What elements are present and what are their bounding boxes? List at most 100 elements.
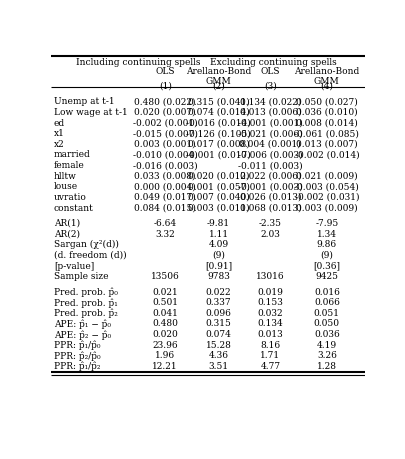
Text: 0.068 (0.013): 0.068 (0.013) xyxy=(239,203,301,212)
Text: OLS: OLS xyxy=(260,67,280,76)
Text: 0.021 (0.009): 0.021 (0.009) xyxy=(296,171,358,180)
Text: married: married xyxy=(54,150,90,159)
Text: 0.020: 0.020 xyxy=(152,330,178,338)
Text: -0.001 (0.017): -0.001 (0.017) xyxy=(186,150,251,159)
Text: 1.34: 1.34 xyxy=(317,229,337,238)
Text: Pred. prob. p̂₀: Pred. prob. p̂₀ xyxy=(54,287,117,297)
Text: constant: constant xyxy=(54,203,94,212)
Text: -0.061 (0.085): -0.061 (0.085) xyxy=(294,129,359,138)
Text: (2): (2) xyxy=(212,81,225,90)
Text: Excluding continuing spells: Excluding continuing spells xyxy=(210,58,337,67)
Text: 0.033 (0.008): 0.033 (0.008) xyxy=(134,171,196,180)
Text: 0.096: 0.096 xyxy=(206,308,232,317)
Text: 1.28: 1.28 xyxy=(317,361,337,370)
Text: 4.77: 4.77 xyxy=(260,361,280,370)
Text: Arellano-Bond
GMM: Arellano-Bond GMM xyxy=(186,67,251,86)
Text: louse: louse xyxy=(54,182,78,191)
Text: 0.022: 0.022 xyxy=(206,287,231,296)
Text: -0.016 (0.003): -0.016 (0.003) xyxy=(133,161,198,170)
Text: 0.041: 0.041 xyxy=(152,308,178,317)
Text: 0.019: 0.019 xyxy=(258,287,283,296)
Text: 4.19: 4.19 xyxy=(317,340,337,349)
Text: 2.03: 2.03 xyxy=(260,229,280,238)
Text: 4.36: 4.36 xyxy=(209,351,228,359)
Text: 0.007 (0.040): 0.007 (0.040) xyxy=(188,193,249,202)
Text: 0.074: 0.074 xyxy=(206,330,232,338)
Text: -0.003 (0.054): -0.003 (0.054) xyxy=(294,182,359,191)
Text: 0.003 (0.011): 0.003 (0.011) xyxy=(188,203,249,212)
Text: 3.26: 3.26 xyxy=(317,351,337,359)
Text: 0.480: 0.480 xyxy=(152,319,178,328)
Text: 0.074 (0.014): 0.074 (0.014) xyxy=(188,108,249,117)
Text: 4.09: 4.09 xyxy=(209,240,228,249)
Text: 0.049 (0.017): 0.049 (0.017) xyxy=(134,193,196,202)
Text: PPR: p̂₁/p̂₀: PPR: p̂₁/p̂₀ xyxy=(54,340,100,349)
Text: 0.000 (0.004): 0.000 (0.004) xyxy=(134,182,196,191)
Text: 0.026 (0.013): 0.026 (0.013) xyxy=(240,193,301,202)
Text: AR(1): AR(1) xyxy=(54,218,80,228)
Text: -0.015 (0.007): -0.015 (0.007) xyxy=(133,129,198,138)
Text: 13016: 13016 xyxy=(256,272,285,280)
Text: -0.016 (0.014): -0.016 (0.014) xyxy=(186,118,251,127)
Text: 0.315: 0.315 xyxy=(206,319,232,328)
Text: APE: p̂₂ − p̂₀: APE: p̂₂ − p̂₀ xyxy=(54,330,111,339)
Text: 9783: 9783 xyxy=(207,272,230,280)
Text: -7.95: -7.95 xyxy=(315,218,339,228)
Text: 0.084 (0.015): 0.084 (0.015) xyxy=(134,203,196,212)
Text: 0.036: 0.036 xyxy=(314,330,340,338)
Text: 0.022 (0.006): 0.022 (0.006) xyxy=(240,171,301,180)
Text: 1.96: 1.96 xyxy=(155,351,175,359)
Text: -0.001 (0.003): -0.001 (0.003) xyxy=(238,182,303,191)
Text: 0.003 (0.001): 0.003 (0.001) xyxy=(134,140,196,149)
Text: -0.011 (0.003): -0.011 (0.003) xyxy=(238,161,303,170)
Text: 0.050 (0.027): 0.050 (0.027) xyxy=(296,97,358,106)
Text: 0.032: 0.032 xyxy=(258,308,283,317)
Text: 0.008 (0.014): 0.008 (0.014) xyxy=(296,118,358,127)
Text: female: female xyxy=(54,161,85,170)
Text: -0.126 (0.105): -0.126 (0.105) xyxy=(186,129,251,138)
Text: Pred. prob. p̂₁: Pred. prob. p̂₁ xyxy=(54,297,117,307)
Text: -9.81: -9.81 xyxy=(207,218,230,228)
Text: (d. freedom (d)): (d. freedom (d)) xyxy=(54,250,126,259)
Text: [0.36]: [0.36] xyxy=(313,261,340,270)
Text: APE: p̂₁ − p̂₀: APE: p̂₁ − p̂₀ xyxy=(54,319,111,328)
Text: Pred. prob. p̂₂: Pred. prob. p̂₂ xyxy=(54,308,117,318)
Text: 0.013 (0.007): 0.013 (0.007) xyxy=(296,140,358,149)
Text: 23.96: 23.96 xyxy=(152,340,178,349)
Text: AR(2): AR(2) xyxy=(54,229,80,238)
Text: 0.051: 0.051 xyxy=(314,308,340,317)
Text: Sargan (χ²(d)): Sargan (χ²(d)) xyxy=(54,240,119,249)
Text: 8.16: 8.16 xyxy=(260,340,280,349)
Text: OLS: OLS xyxy=(156,67,175,76)
Text: -0.002 (0.031): -0.002 (0.031) xyxy=(294,193,359,202)
Text: 0.013: 0.013 xyxy=(258,330,283,338)
Text: 0.036 (0.010): 0.036 (0.010) xyxy=(296,108,358,117)
Text: ed: ed xyxy=(54,118,65,127)
Text: 0.013 (0.006): 0.013 (0.006) xyxy=(239,108,301,117)
Text: 9425: 9425 xyxy=(315,272,338,280)
Text: (1): (1) xyxy=(159,81,172,90)
Text: -0.002 (0.001): -0.002 (0.001) xyxy=(133,118,198,127)
Text: (9): (9) xyxy=(320,250,333,259)
Text: 1.71: 1.71 xyxy=(260,351,280,359)
Text: -6.64: -6.64 xyxy=(153,218,177,228)
Text: 0.001 (0.057): 0.001 (0.057) xyxy=(188,182,249,191)
Text: -0.021 (0.006): -0.021 (0.006) xyxy=(238,129,303,138)
Text: hlltw: hlltw xyxy=(54,171,77,180)
Text: 0.020 (0.007): 0.020 (0.007) xyxy=(134,108,196,117)
Text: 0.016: 0.016 xyxy=(314,287,340,296)
Text: 3.51: 3.51 xyxy=(209,361,228,370)
Text: 0.017 (0.008): 0.017 (0.008) xyxy=(188,140,249,149)
Text: 0.134 (0.022): 0.134 (0.022) xyxy=(240,97,301,106)
Text: 0.050: 0.050 xyxy=(314,319,340,328)
Text: Unemp at t-1: Unemp at t-1 xyxy=(54,97,114,106)
Text: [p-value]: [p-value] xyxy=(54,261,94,270)
Text: -0.006 (0.003): -0.006 (0.003) xyxy=(238,150,303,159)
Text: Arellano-Bond
GMM: Arellano-Bond GMM xyxy=(294,67,360,86)
Text: 0.153: 0.153 xyxy=(258,297,283,307)
Text: [0.91]: [0.91] xyxy=(205,261,232,270)
Text: Sample size: Sample size xyxy=(54,272,108,280)
Text: x2: x2 xyxy=(54,140,64,149)
Text: x1: x1 xyxy=(54,129,65,138)
Text: -0.002 (0.014): -0.002 (0.014) xyxy=(294,150,359,159)
